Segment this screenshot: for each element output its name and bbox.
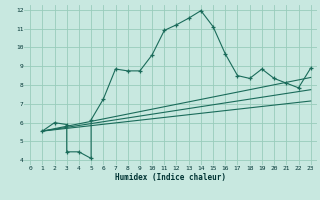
X-axis label: Humidex (Indice chaleur): Humidex (Indice chaleur) xyxy=(115,173,226,182)
